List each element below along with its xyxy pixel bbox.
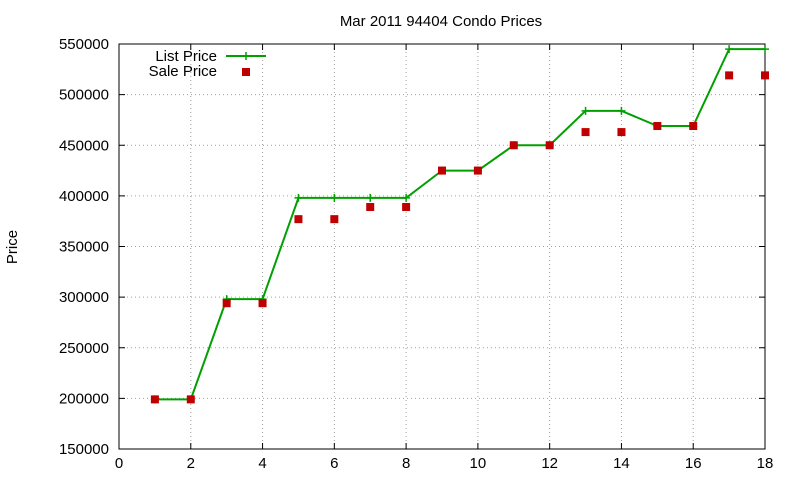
x-tick-label: 14 [613, 455, 630, 472]
y-axis-label: Price [4, 230, 21, 264]
legend-label-sale-price: Sale Price [149, 63, 217, 80]
list-price-point [402, 193, 411, 202]
x-tick-label: 6 [330, 455, 338, 472]
sale-price-point [258, 299, 267, 308]
sale-price-point [689, 122, 698, 131]
sale-price-point [366, 203, 375, 212]
sale-price-point [617, 128, 626, 137]
x-tick-label: 0 [115, 455, 123, 472]
x-tick-label: 2 [187, 455, 195, 472]
grid-lines [119, 44, 765, 449]
y-tick-label: 550000 [59, 36, 109, 53]
list-price-point [725, 45, 734, 54]
y-tick-label: 250000 [59, 340, 109, 357]
sale-price-point [186, 395, 195, 404]
sale-price-point [330, 215, 339, 224]
x-tick-label: 18 [757, 455, 774, 472]
y-tick-label: 350000 [59, 239, 109, 256]
x-tick-label: 12 [541, 455, 558, 472]
y-tick-label: 400000 [59, 188, 109, 205]
sale-price-point [438, 166, 446, 175]
list-price-point [617, 106, 626, 115]
y-tick-label: 200000 [59, 390, 109, 407]
list-price-point [581, 106, 590, 115]
sale-price-point [545, 141, 554, 150]
sale-price-point [294, 215, 303, 224]
x-tick-label: 16 [685, 455, 702, 472]
sale-price-point [653, 122, 662, 131]
sale-price-point [725, 71, 734, 80]
sale-price-point [222, 299, 231, 308]
legend-label-list-price: List Price [155, 48, 217, 65]
list-price-point [761, 45, 769, 54]
sale-price-point [150, 395, 159, 404]
legend-marker-sale-price [242, 68, 250, 76]
x-tick-label: 10 [470, 455, 487, 472]
legend-marker-list-price [242, 52, 250, 60]
list-price-point [366, 193, 375, 202]
y-tick-label: 500000 [59, 87, 109, 104]
chart-title: Mar 2011 94404 Condo Prices [340, 13, 542, 30]
sale-price-point [402, 203, 411, 212]
x-tick-label: 8 [402, 455, 410, 472]
list-price-point [294, 193, 303, 202]
sale-price-point [509, 141, 518, 150]
y-tick-label: 150000 [59, 441, 109, 458]
sale-price-point [581, 128, 590, 137]
y-tick-label: 450000 [59, 137, 109, 154]
y-tick-label: 300000 [59, 289, 109, 306]
list-price-line [154, 48, 765, 401]
tick-labels: 0 2 4 6 8 10 12 14 16 18 150000 200000 250000 300000 3… [59, 36, 773, 472]
list-price-point [330, 193, 339, 202]
x-tick-label: 4 [258, 455, 266, 472]
sale-price-point [761, 71, 769, 80]
data-series [150, 45, 769, 404]
sale-price-point [473, 166, 482, 175]
